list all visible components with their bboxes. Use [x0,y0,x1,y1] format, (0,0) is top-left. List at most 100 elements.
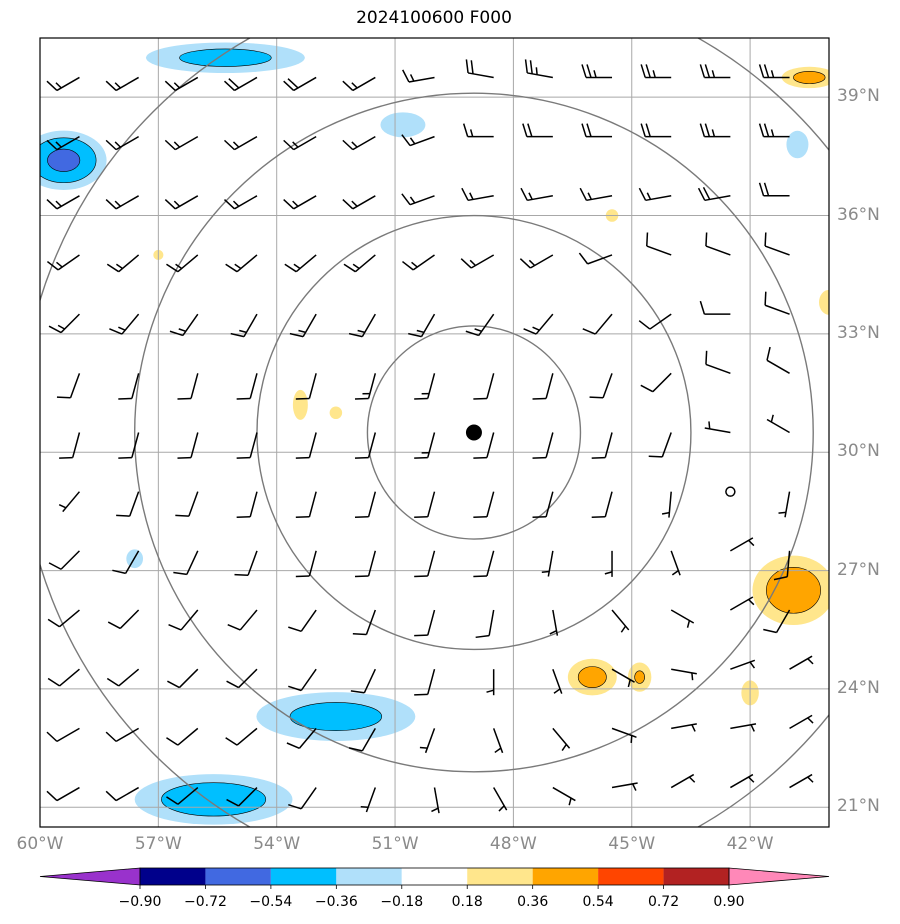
barb-shaft [367,432,377,458]
wind-barb [671,723,697,732]
wind-barb [167,668,199,689]
barb-feather [350,690,365,694]
field-blob [752,555,829,626]
lon-label: 51°W [371,834,419,854]
lat-label: 39°N [837,86,880,107]
wind-barb [354,373,377,400]
barb-shaft [56,786,80,802]
barb-shaft [59,609,80,628]
barb-feather [704,64,711,78]
wind-barb [223,195,258,210]
barb-half-feather [409,196,416,204]
wind-barb [354,491,377,519]
wind-barb [532,491,554,519]
wind-barb [419,728,436,754]
lat-label: 24°N [837,677,880,698]
barb-feather [699,64,706,78]
barb-half-feather [661,511,670,515]
barb-feather [705,232,708,247]
barb-feather [105,731,117,742]
barb-shaft [646,245,672,256]
barb-feather [704,123,711,137]
barb-half-feather [770,70,775,78]
barb-feather [223,139,235,151]
barb-feather [342,139,354,151]
barb-half-feather [360,805,369,809]
barb-half-feather [178,328,187,333]
barb-feather [465,330,479,337]
barb-half-feather [351,200,358,207]
barb-half-feather [474,328,482,333]
wind-barb [286,727,317,749]
barb-shaft [131,432,140,458]
barb-feather [581,64,587,78]
barb-feather [107,621,121,630]
barb-shaft [545,491,554,517]
wind-barb [118,432,140,459]
barb-half-feather [298,329,306,334]
barb-shaft [427,669,436,695]
barb-feather [46,790,58,802]
barb-half-feather [115,263,123,270]
wind-barb [704,421,731,434]
barb-feather [288,685,302,692]
wind-barb [109,313,140,335]
field-blob [786,130,809,159]
barb-half-feather [234,263,242,270]
barb-feather [522,123,528,137]
barb-feather [527,123,533,137]
barb-feather [640,384,654,393]
barb-feather [348,747,363,752]
barb-shaft [427,550,436,577]
field-contour [289,702,383,731]
colorbar-tick-label: 0.18 [451,894,483,910]
storm-center-marker [465,424,482,441]
barb-half-feather [807,717,814,724]
wind-barb [225,727,258,746]
barb-feather [699,123,706,137]
barb-shaft [486,550,495,577]
barb-shaft [365,609,377,635]
barb-half-feather [749,661,756,669]
field-blob [145,42,305,74]
barb-feather [105,80,117,91]
barb-feather [288,803,302,810]
barb-feather [699,300,706,315]
wind-barb [47,609,80,628]
barb-feather [56,396,71,399]
barb-shaft [486,373,495,399]
barb-shaft [119,609,140,629]
wind-barb [519,254,554,269]
field-contour [634,670,645,684]
wind-barb [46,786,80,802]
barb-feather [475,634,490,639]
barb-feather [524,59,528,74]
colorbar [39,867,830,889]
wind-barb [106,668,140,687]
wind-barb [789,655,814,670]
barb-feather [697,187,706,201]
barb-shaft [236,727,258,746]
barb-feather [648,455,663,458]
barb-feather [105,790,117,802]
colorbar-tick-label: −0.90 [118,894,162,910]
wind-barb [648,432,672,458]
wind-barb [611,668,635,688]
wind-barb [342,76,376,92]
wind-barb [541,550,554,577]
barb-half-feather [409,137,416,145]
barb-feather [461,187,469,201]
wind-barb [766,346,790,374]
wind-barb [532,373,554,400]
barb-feather [164,198,176,210]
barb-half-feather [691,672,694,681]
barb-half-feather [532,326,540,331]
barb-feather [460,258,472,269]
barb-feather [112,569,126,575]
wind-barb [288,609,317,633]
barb-feather [283,198,295,210]
barb-half-feather [620,625,627,633]
wind-barb [524,59,553,79]
barb-shaft [545,373,554,399]
wind-barb [289,313,317,338]
